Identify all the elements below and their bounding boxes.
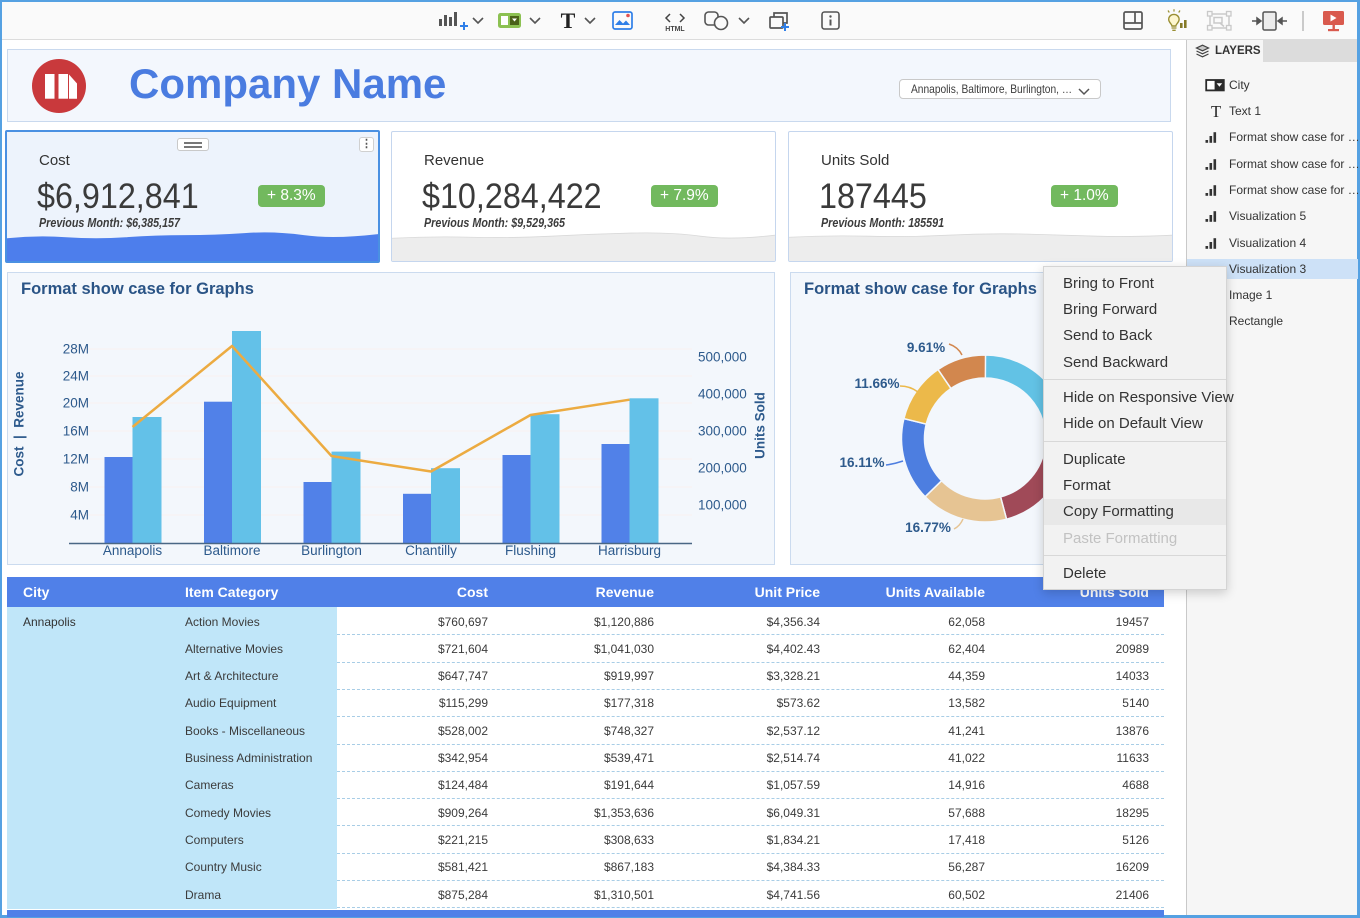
svg-text:16.77%: 16.77% bbox=[905, 520, 951, 535]
svg-text:400,000: 400,000 bbox=[698, 387, 747, 402]
svg-text:28M: 28M bbox=[63, 342, 89, 357]
svg-text:8M: 8M bbox=[70, 480, 89, 495]
svg-text:Chantilly: Chantilly bbox=[405, 543, 457, 558]
svg-text:T: T bbox=[1211, 104, 1221, 118]
svg-text:24M: 24M bbox=[63, 369, 89, 384]
svg-text:Cost | Revenue: Cost | Revenue bbox=[12, 371, 27, 477]
svg-text:100,000: 100,000 bbox=[698, 498, 747, 513]
svg-text:500,000: 500,000 bbox=[698, 350, 747, 365]
svg-text:9.61%: 9.61% bbox=[907, 340, 945, 355]
svg-text:Annapolis: Annapolis bbox=[103, 543, 163, 558]
svg-text:Baltimore: Baltimore bbox=[203, 543, 260, 558]
svg-text:HTML: HTML bbox=[665, 26, 685, 33]
svg-text:300,000: 300,000 bbox=[698, 424, 747, 439]
svg-text:Flushing: Flushing bbox=[505, 543, 556, 558]
svg-text:16.11%: 16.11% bbox=[839, 455, 884, 470]
svg-text:Burlington: Burlington bbox=[301, 543, 362, 558]
svg-text:11.66%: 11.66% bbox=[854, 376, 899, 391]
svg-text:T: T bbox=[561, 8, 576, 33]
svg-text:200,000: 200,000 bbox=[698, 461, 747, 476]
svg-text:4M: 4M bbox=[70, 508, 89, 523]
svg-text:20M: 20M bbox=[63, 396, 89, 411]
svg-text:16M: 16M bbox=[63, 424, 89, 439]
svg-text:Harrisburg: Harrisburg bbox=[598, 543, 661, 558]
svg-text:Units Sold: Units Sold bbox=[753, 392, 768, 459]
svg-text:12M: 12M bbox=[63, 452, 89, 467]
